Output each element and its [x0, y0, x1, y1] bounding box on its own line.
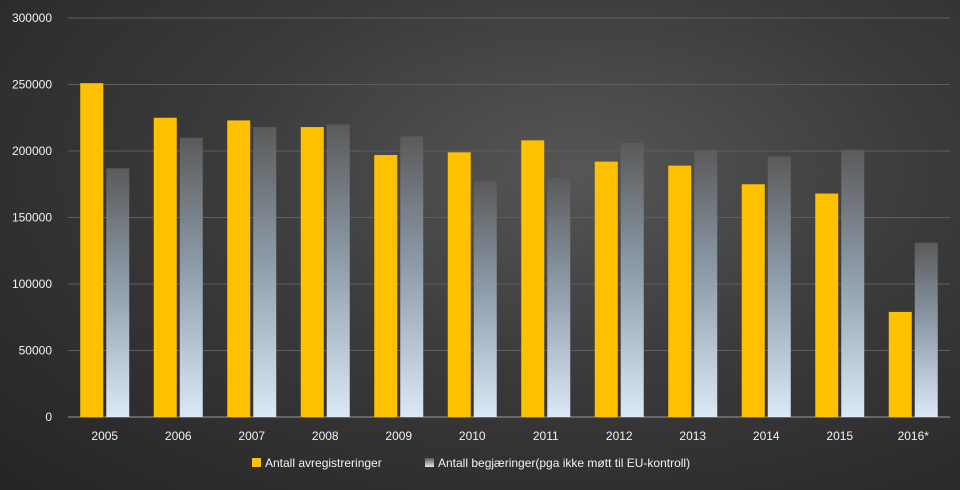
bar-avregistreringer [815, 193, 839, 417]
x-tick-label: 2012 [606, 429, 633, 443]
x-tick-label: 2008 [312, 429, 339, 443]
bar-begjaeringer [400, 136, 424, 417]
bar-begjaeringer [620, 143, 644, 417]
y-axis: 0 50000 100000 150000 200000 250000 300000 [12, 11, 52, 424]
legend-label: Antall avregistreringer [265, 456, 382, 470]
x-tick-label: 2016* [898, 429, 930, 443]
bar-begjaeringer [106, 168, 130, 417]
bar-avregistreringer [668, 165, 692, 417]
legend: Antall avregistreringer Antall begjæringe… [252, 456, 690, 470]
bar-begjaeringer [253, 127, 277, 417]
x-tick-label: 2015 [826, 429, 853, 443]
bar-avregistreringer [447, 152, 471, 417]
gridlines [68, 17, 950, 418]
bar-avregistreringer [521, 140, 545, 418]
bar-begjaeringer [914, 242, 938, 417]
x-tick-label: 2009 [385, 429, 412, 443]
bar-avregistreringer [153, 117, 177, 417]
x-tick-label: 2010 [459, 429, 486, 443]
y-tick-label: 0 [45, 410, 52, 424]
bars [80, 83, 938, 418]
bar-begjaeringer [694, 149, 718, 418]
bar-avregistreringer [300, 127, 324, 417]
bar-avregistreringer [227, 120, 251, 417]
bar-begjaeringer [767, 156, 791, 417]
legend-swatch [425, 458, 434, 467]
legend-label: Antall begjæringer(pga ikke møtt til EU-… [438, 456, 690, 470]
bar-avregistreringer [888, 311, 912, 417]
bar-avregistreringer [80, 83, 104, 418]
bar-begjaeringer [179, 137, 203, 417]
x-axis: 2005 2006 2007 2008 2009 2010 2011 2012 2013 2014… [91, 429, 929, 443]
legend-swatch [252, 458, 261, 467]
y-tick-label: 100000 [12, 277, 52, 291]
y-tick-label: 200000 [12, 144, 52, 158]
bar-avregistreringer [741, 184, 765, 417]
y-tick-label: 300000 [12, 11, 52, 25]
y-tick-label: 250000 [12, 78, 52, 92]
x-tick-label: 2013 [679, 429, 706, 443]
bar-avregistreringer [374, 154, 398, 418]
bar-begjaeringer [841, 149, 865, 418]
bar-avregistreringer [594, 161, 618, 417]
x-tick-label: 2011 [533, 429, 559, 443]
bar-begjaeringer [473, 181, 497, 417]
x-tick-label: 2007 [238, 429, 265, 443]
x-tick-label: 2006 [165, 429, 192, 443]
y-tick-label: 50000 [19, 344, 53, 358]
bar-begjaeringer [547, 177, 571, 417]
x-tick-label: 2005 [91, 429, 118, 443]
bar-begjaeringer [326, 124, 350, 418]
x-tick-label: 2014 [753, 429, 780, 443]
y-tick-label: 150000 [12, 211, 52, 225]
